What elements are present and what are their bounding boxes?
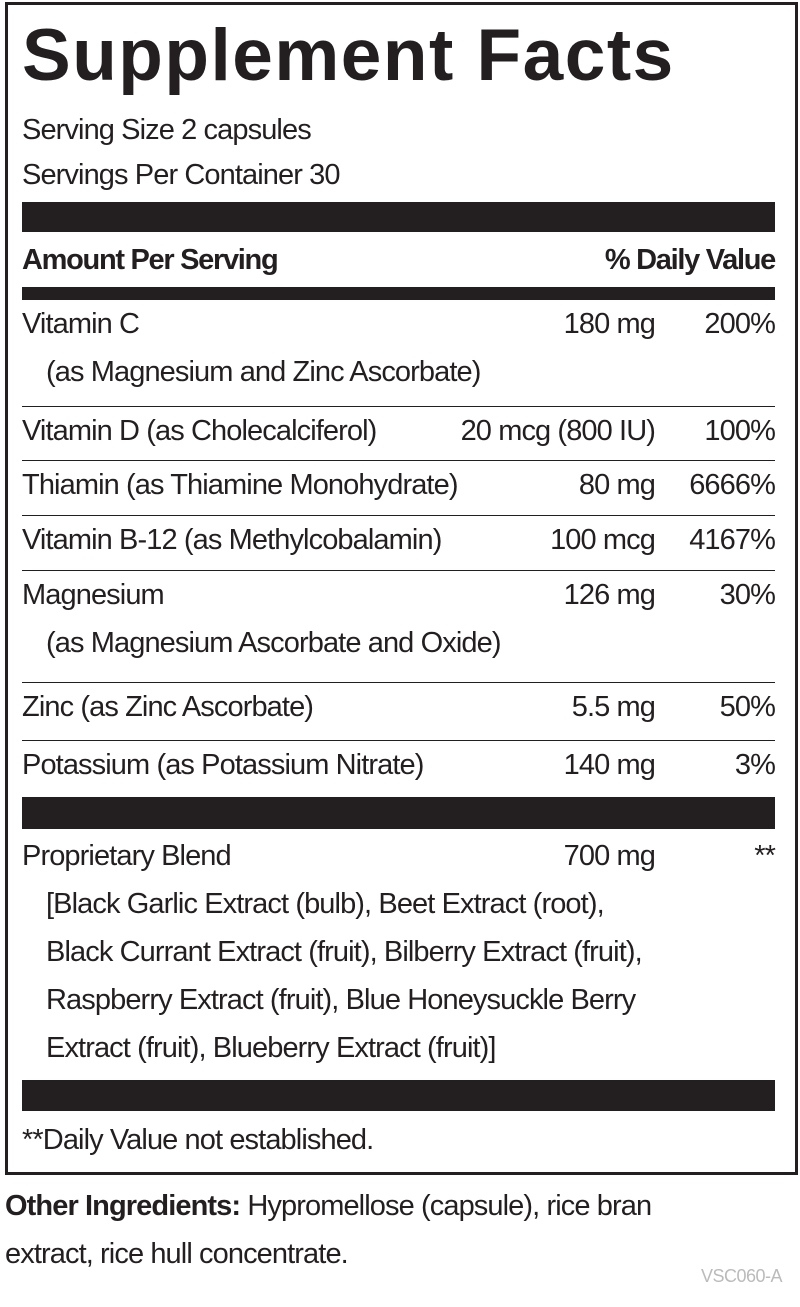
nutrient-amount: 126 mg bbox=[563, 579, 656, 611]
blend-daily-value: ** bbox=[754, 840, 776, 872]
nutrient-name: Vitamin B-12 (as Methylcobalamin) bbox=[22, 524, 442, 556]
nutrient-amount: 20 mcg (800 IU) bbox=[460, 415, 656, 447]
nutrient-daily-value: 4167% bbox=[689, 524, 776, 556]
header-amount: Amount Per Serving bbox=[22, 244, 279, 276]
thick-bar bbox=[22, 797, 775, 829]
nutrient-daily-value: 100% bbox=[704, 415, 775, 447]
thick-bar bbox=[22, 1080, 775, 1111]
header-daily-value: % Daily Value bbox=[604, 244, 776, 276]
nutrient-row: Zinc (as Zinc Ascorbate) 5.5 mg 50% bbox=[22, 683, 776, 741]
nutrient-row: Potassium (as Potassium Nitrate) 140 mg 3% bbox=[22, 741, 776, 797]
nutrient-amount: 5.5 mg bbox=[571, 691, 656, 723]
ingredient-line: [Black Garlic Extract (bulb), Beet Extra… bbox=[46, 888, 605, 920]
nutrient-row: Thiamin (as Thiamine Monohydrate) 80 mg 66… bbox=[22, 461, 776, 516]
blend: Proprietary Blend 700 mg ** [Black Garli… bbox=[22, 832, 776, 1077]
nutrient-row: Magnesium (as Magnesium Ascorbate and Oxi… bbox=[22, 571, 776, 683]
nutrient-name: (as Magnesium and Zinc Ascorbate) bbox=[46, 356, 481, 388]
serving-size: Serving Size 2 capsules bbox=[22, 114, 312, 146]
thick-bar bbox=[22, 202, 775, 232]
nutrient-daily-value: 50% bbox=[719, 691, 776, 723]
nutrient-name: Zinc (as Zinc Ascorbate) bbox=[22, 691, 314, 723]
nutrient-amount: 180 mg bbox=[563, 308, 656, 340]
nutrient-row: Vitamin B-12 (as Methylcobalamin) 100 mcg… bbox=[22, 516, 776, 571]
nutrient-daily-value: 30% bbox=[719, 579, 776, 611]
servings-per-container: Servings Per Container 30 bbox=[22, 159, 341, 191]
title: Supplement Facts bbox=[22, 15, 675, 96]
nutrient-name: Thiamin (as Thiamine Monohydrate) bbox=[22, 469, 458, 501]
facts-box bbox=[5, 2, 798, 1175]
nutrient-row: Vitamin C (as Magnesium and Zinc Ascorbat… bbox=[22, 300, 776, 407]
nutrient-name: Vitamin C bbox=[22, 308, 140, 340]
other-ingredients-label: Other Ingredients: bbox=[5, 1190, 241, 1222]
ingredient-line: Raspberry Extract (fruit), Blue Honeysuc… bbox=[46, 984, 636, 1016]
blend-ingredients: [Black Garlic Extract (bulb), Beet Extra… bbox=[46, 880, 643, 1072]
nutrient-row: Vitamin D (as Cholecalciferol) 20 mcg (80… bbox=[22, 407, 776, 461]
nutrient-amount: 80 mg bbox=[578, 469, 656, 501]
other-ingredients: Other Ingredients: Hypromellose (capsule… bbox=[5, 1182, 745, 1278]
blend-amount: 700 mg bbox=[563, 840, 656, 872]
other-ingredients-text: Hypromellose (capsule), rice bran extrac… bbox=[5, 1190, 652, 1270]
nutrient-name: Potassium (as Potassium Nitrate) bbox=[22, 749, 424, 781]
footnote: **Daily Value not established. bbox=[22, 1124, 374, 1156]
nutrient-daily-value: 6666% bbox=[689, 469, 776, 501]
nutrient-amount: 100 mcg bbox=[550, 524, 656, 556]
nutrient-name: (as Magnesium Ascorbate and Oxide) bbox=[46, 627, 501, 659]
nutrient-name: Magnesium bbox=[22, 579, 165, 611]
blend-name: Proprietary Blend bbox=[22, 840, 232, 872]
nutrient-daily-value: 200% bbox=[704, 308, 775, 340]
medium-bar bbox=[22, 287, 775, 300]
nutrient-daily-value: 3% bbox=[734, 749, 776, 781]
nutrient-name: Vitamin D (as Cholecalciferol) bbox=[22, 415, 377, 447]
ingredient-line: Black Currant Extract (fruit), Bilberry … bbox=[46, 936, 643, 968]
ingredient-line: Extract (fruit), Blueberry Extract (frui… bbox=[46, 1032, 496, 1064]
nutrient-amount: 140 mg bbox=[563, 749, 656, 781]
code: VSC060-A bbox=[700, 1266, 783, 1286]
